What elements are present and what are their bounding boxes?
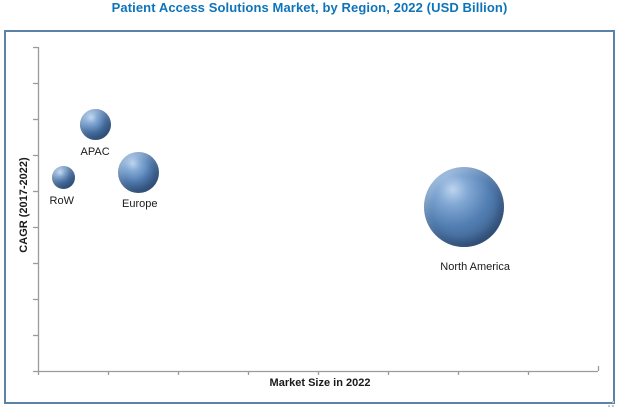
chart-title: Patient Access Solutions Market, by Regi… bbox=[111, 0, 508, 15]
plot-frame bbox=[4, 30, 615, 404]
bubble-row bbox=[52, 166, 76, 190]
bubble-label-north-america: North America bbox=[440, 261, 511, 274]
bubble-label-europe: Europe bbox=[122, 197, 158, 210]
bubble-label-row: RoW bbox=[49, 195, 74, 208]
bubble-north-america bbox=[424, 167, 505, 248]
bubble-label-apac: APAC bbox=[80, 145, 110, 158]
resize-grip-icon[interactable] bbox=[604, 397, 614, 407]
bubble-europe bbox=[118, 151, 160, 193]
bubble-apac bbox=[79, 108, 111, 140]
x-axis-title: Market Size in 2022 bbox=[269, 377, 371, 389]
y-axis-title: CAGR (2017-2022) bbox=[18, 157, 30, 253]
